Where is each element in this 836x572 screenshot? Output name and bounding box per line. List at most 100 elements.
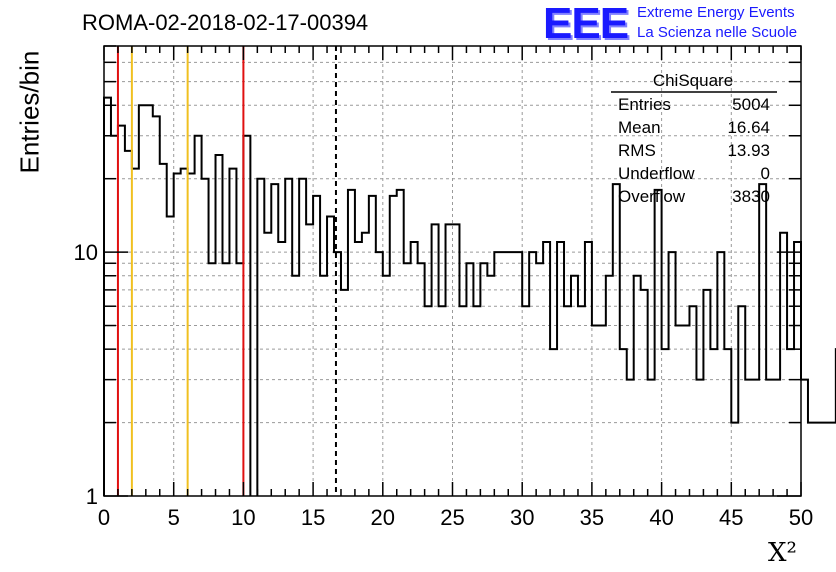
histogram-bin xyxy=(146,105,153,496)
axis-ticks: 0 5 10 15 20 25 30 35 40 45 50 1 10 xyxy=(74,45,813,530)
histogram-bin xyxy=(592,326,599,496)
histogram-bin xyxy=(264,233,271,496)
histogram-bin xyxy=(181,169,188,496)
histogram-bin xyxy=(432,224,439,496)
histogram-bin xyxy=(257,179,264,496)
histogram-bin xyxy=(738,306,745,496)
histogram-outline xyxy=(256,177,836,496)
histogram-bin xyxy=(139,105,146,496)
x-tick-label: 30 xyxy=(510,505,534,530)
x-tick-label: 15 xyxy=(301,505,325,530)
stats-value: 16.64 xyxy=(727,118,770,137)
x-tick-label: 35 xyxy=(580,505,604,530)
x-tick-label: 50 xyxy=(789,505,813,530)
logo-line-2: La Scienza nelle Scuole xyxy=(637,24,798,41)
histogram-bin xyxy=(801,380,808,496)
chart-title: ROMA-02-2018-02-17-00394 xyxy=(82,10,369,35)
histogram-bin xyxy=(453,224,460,496)
histogram-bin xyxy=(606,276,613,496)
histogram-bin xyxy=(752,380,759,496)
histogram-bin xyxy=(669,252,676,496)
histogram-bin xyxy=(529,252,536,496)
histogram-bin xyxy=(717,252,724,496)
stats-label: Overflow xyxy=(618,187,686,206)
y-tick-label: 1 xyxy=(86,484,98,509)
histogram-bin xyxy=(703,290,710,496)
histogram-bin xyxy=(459,306,466,496)
histogram-bin xyxy=(557,242,564,496)
histogram-bin xyxy=(167,216,174,496)
histogram-bin xyxy=(731,423,738,496)
x-tick-label: 10 xyxy=(231,505,255,530)
histogram-bin xyxy=(369,196,376,496)
histogram-bin xyxy=(411,242,418,496)
histogram-bin xyxy=(780,233,787,496)
histogram-bin xyxy=(494,252,501,496)
histogram-bin xyxy=(243,136,250,496)
histogram-bin xyxy=(229,169,236,496)
histogram-bin xyxy=(571,276,578,496)
histogram-bin xyxy=(390,196,397,496)
histogram-bin xyxy=(745,380,752,496)
grid-lines xyxy=(104,46,801,496)
histogram-bin xyxy=(501,252,508,496)
histogram-bin xyxy=(271,184,278,496)
stats-label: Entries xyxy=(618,95,671,114)
histogram-bin xyxy=(564,306,571,496)
histogram-bin xyxy=(766,380,773,496)
histogram-bin xyxy=(634,276,641,496)
histogram-bin xyxy=(341,290,348,496)
histogram-bin xyxy=(397,190,404,496)
histogram-bin xyxy=(327,216,334,496)
histogram-bin xyxy=(160,164,167,496)
histogram-bin xyxy=(759,184,766,496)
x-tick-label: 5 xyxy=(168,505,180,530)
histogram-bin xyxy=(132,169,139,496)
stats-value: 13.93 xyxy=(727,141,770,160)
histogram-bin xyxy=(320,276,327,496)
histogram-bin xyxy=(104,98,111,496)
histogram-bin xyxy=(299,179,306,496)
stats-value: 3830 xyxy=(732,187,770,206)
x-tick-label: 0 xyxy=(98,505,110,530)
histogram-bin xyxy=(487,276,494,496)
stats-value: 5004 xyxy=(732,95,770,114)
histogram-bin xyxy=(188,174,195,496)
histogram-bin xyxy=(355,242,362,496)
histogram-bin xyxy=(822,423,829,496)
histogram-bin xyxy=(376,252,383,496)
histogram-bin xyxy=(195,136,202,496)
histogram-bin xyxy=(446,224,453,496)
histogram-bin xyxy=(578,306,585,496)
stats-label: Mean xyxy=(618,118,661,137)
histogram-bin xyxy=(439,306,446,496)
logo-line-1: Extreme Energy Events xyxy=(637,4,795,21)
histogram-bin xyxy=(773,380,780,496)
x-tick-label: 45 xyxy=(719,505,743,530)
histogram-bin xyxy=(125,151,132,496)
histogram-bin xyxy=(118,126,125,496)
histogram-bin xyxy=(585,242,592,496)
histogram-bin xyxy=(676,326,683,496)
histogram-outline xyxy=(103,96,252,496)
histogram-bin xyxy=(808,423,815,496)
eee-logo: EEE xyxy=(543,0,629,48)
marker-lines xyxy=(116,46,337,496)
histogram-bin xyxy=(111,136,118,496)
histogram-bin xyxy=(473,306,480,496)
histogram-bin xyxy=(599,326,606,496)
histogram-bin xyxy=(425,306,432,496)
histogram-bin xyxy=(515,252,522,496)
y-tick-label: 10 xyxy=(74,240,98,265)
stats-box: ChiSquare Entries 5004 Mean 16.64 RMS 13.93 Un… xyxy=(611,71,777,206)
histogram-bin xyxy=(313,196,320,496)
histogram-bin xyxy=(815,423,822,496)
histogram-bin xyxy=(627,380,634,496)
histogram-bin xyxy=(174,174,181,496)
histogram-bin xyxy=(696,380,703,496)
stats-title: ChiSquare xyxy=(653,71,733,90)
histogram-bin xyxy=(829,423,836,496)
histogram-bin xyxy=(292,276,299,496)
histogram-bin xyxy=(278,242,285,496)
